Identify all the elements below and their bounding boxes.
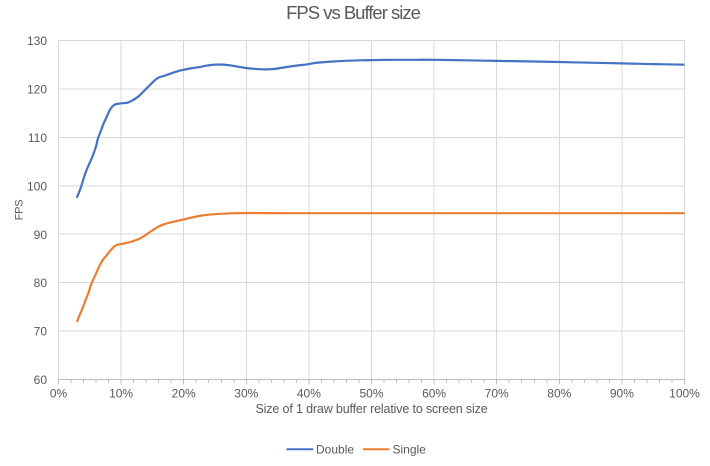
svg-text:60%: 60% bbox=[422, 387, 446, 401]
svg-text:100%: 100% bbox=[669, 387, 700, 401]
svg-text:70%: 70% bbox=[485, 387, 509, 401]
svg-text:Single: Single bbox=[393, 443, 427, 457]
svg-text:20%: 20% bbox=[172, 387, 196, 401]
svg-text:0%: 0% bbox=[50, 387, 68, 401]
svg-text:90: 90 bbox=[34, 228, 48, 242]
svg-text:Double: Double bbox=[316, 443, 354, 457]
svg-text:70: 70 bbox=[34, 325, 48, 339]
svg-text:120: 120 bbox=[27, 83, 47, 97]
svg-text:60: 60 bbox=[34, 373, 48, 387]
svg-text:30%: 30% bbox=[234, 387, 258, 401]
svg-text:130: 130 bbox=[27, 34, 47, 48]
svg-text:90%: 90% bbox=[610, 387, 634, 401]
svg-text:110: 110 bbox=[28, 131, 47, 145]
svg-text:FPS vs Buffer size: FPS vs Buffer size bbox=[286, 2, 421, 23]
svg-text:40%: 40% bbox=[297, 387, 321, 401]
svg-text:80%: 80% bbox=[547, 387, 571, 401]
svg-text:80: 80 bbox=[34, 276, 48, 290]
svg-text:100: 100 bbox=[27, 179, 47, 193]
svg-text:10%: 10% bbox=[109, 387, 133, 401]
svg-text:FPS: FPS bbox=[14, 200, 26, 221]
svg-text:Size of 1 draw buffer relative: Size of 1 draw buffer relative to screen… bbox=[255, 402, 487, 416]
svg-text:50%: 50% bbox=[359, 387, 383, 401]
